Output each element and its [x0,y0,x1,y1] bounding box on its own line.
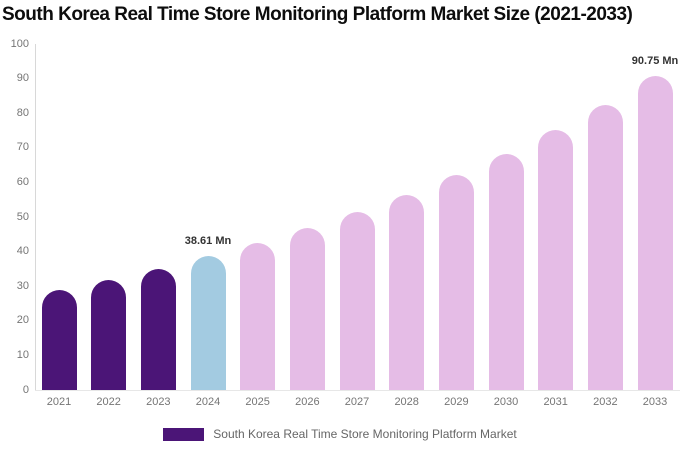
y-tick-80: 80 [16,106,29,119]
x-axis-line [35,390,680,391]
chart-title: South Korea Real Time Store Monitoring P… [2,4,633,25]
y-tick-40: 40 [16,245,29,258]
legend-swatch [163,427,205,441]
bar-2031[interactable] [538,130,574,390]
bar-2027[interactable] [339,212,375,390]
x-tick-2029: 2029 [444,396,469,408]
x-tick-2026: 2026 [295,396,320,408]
x-tick-2025: 2025 [245,396,270,408]
y-tick-90: 90 [16,72,29,85]
y-tick-60: 60 [16,175,29,188]
x-tick-2028: 2028 [394,396,419,408]
x-tick-2033: 2033 [642,396,668,408]
x-tick-2024: 2024 [195,396,221,408]
y-tick-10: 10 [16,348,29,361]
legend-item[interactable]: South Korea Real Time Store Monitoring P… [0,424,680,444]
bar-2028[interactable] [389,194,425,390]
bar-2026[interactable] [289,228,325,390]
bar-2029[interactable] [438,175,474,390]
legend-label: South Korea Real Time Store Monitoring P… [213,427,517,441]
x-tick-2022: 2022 [96,396,121,408]
y-tick-50: 50 [16,210,29,223]
data-label-2024: 38.61 Mn [184,235,232,248]
bar-2032[interactable] [587,104,623,390]
bar-2022[interactable] [91,279,127,390]
x-tick-2030: 2030 [493,396,519,408]
x-tick-2021: 2021 [46,396,72,408]
data-label-2033: 90.75 Mn [631,55,679,68]
bar-2024[interactable] [190,256,226,390]
x-tick-2023: 2023 [146,396,171,408]
bar-2025[interactable] [240,242,276,390]
bar-2021[interactable] [41,289,77,390]
y-axis-line [35,44,36,390]
bar-2033[interactable] [637,76,673,390]
y-tick-70: 70 [16,141,29,154]
y-tick-0: 0 [22,383,29,396]
y-tick-20: 20 [16,314,29,327]
x-tick-2027: 2027 [344,396,370,408]
y-tick-30: 30 [16,279,29,292]
x-tick-2032: 2032 [593,396,618,408]
bar-2030[interactable] [488,153,524,390]
x-tick-2031: 2031 [543,396,568,408]
plot-area: 2021 2022 2023 2024 2025 2026 2027 2028 2029 2030… [35,44,679,408]
bar-2023[interactable] [140,268,176,390]
y-tick-100: 100 [10,37,29,50]
